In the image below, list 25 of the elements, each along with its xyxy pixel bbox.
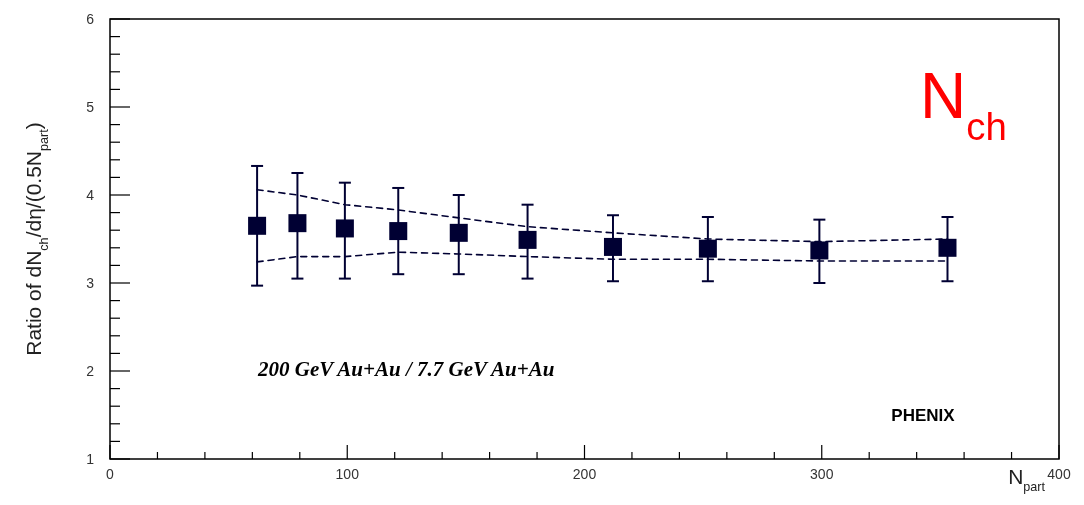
point (518, 230, 537, 249)
x-tick-label: 200 (572, 466, 597, 482)
y-tick-label: 2 (86, 363, 95, 379)
y-tick-label: 6 (86, 11, 95, 27)
annotation: PHENIX (891, 406, 956, 425)
x-tick-label: 100 (335, 466, 360, 482)
annotation: 200 GeV Au+Au / 7.7 GeV Au+Au (257, 357, 555, 381)
point (449, 223, 468, 242)
x-axis-title: N$_{part}$ (1008, 465, 1046, 494)
y-tick-label: 4 (86, 187, 95, 203)
point (389, 222, 408, 241)
annotation: N$_{ch}$ (920, 60, 1007, 148)
point (248, 216, 267, 235)
x-tick-label: 300 (810, 466, 834, 482)
x-tick-label: 400 (1047, 466, 1071, 482)
y-tick-label: 5 (86, 99, 95, 115)
point (810, 241, 829, 260)
x-tick-label: 0 (106, 466, 115, 482)
point (603, 237, 622, 256)
y-tick-label: 3 (86, 275, 95, 291)
point (938, 238, 957, 257)
point (288, 214, 307, 233)
point (698, 239, 717, 258)
y-tick-label: 1 (86, 451, 95, 467)
point (335, 219, 354, 238)
